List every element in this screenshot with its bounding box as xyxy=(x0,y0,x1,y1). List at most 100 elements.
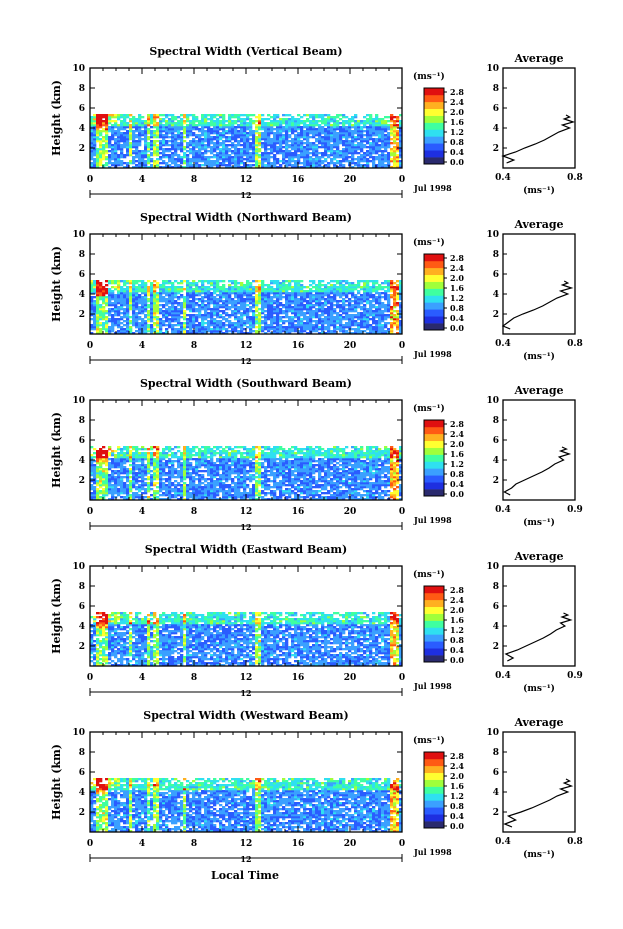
heatmap-cell xyxy=(201,316,205,319)
heatmap-cell xyxy=(102,140,106,143)
heatmap-cell xyxy=(186,126,190,129)
heatmap-cell xyxy=(90,166,94,169)
heatmap-cell xyxy=(354,136,358,139)
heatmap-cell xyxy=(366,294,370,297)
heatmap-cell xyxy=(378,132,382,135)
heatmap-cell xyxy=(240,290,244,293)
heatmap-cell xyxy=(300,154,304,157)
heatmap-cell xyxy=(357,328,361,331)
heatmap-cell xyxy=(96,312,100,315)
heatmap-cell xyxy=(279,282,283,285)
heatmap-cell xyxy=(246,318,250,321)
heatmap-cell xyxy=(219,148,223,151)
heatmap-cell xyxy=(357,322,361,325)
heatmap-cell xyxy=(270,130,274,133)
heatmap-cell xyxy=(177,160,181,163)
heatmap-cell xyxy=(183,318,187,321)
heatmap-cell xyxy=(255,124,259,127)
heatmap-cell xyxy=(252,134,256,137)
heatmap-cell xyxy=(102,154,106,157)
heatmap-cell xyxy=(372,124,376,127)
heatmap-cell xyxy=(186,150,190,153)
heatmap-cell xyxy=(102,286,106,289)
heatmap-cell xyxy=(396,304,400,307)
heatmap-cell xyxy=(342,306,346,309)
heatmap-cell xyxy=(357,298,361,301)
heatmap-cell xyxy=(399,128,403,131)
heatmap-cell xyxy=(303,326,307,329)
heatmap-cell xyxy=(102,128,106,131)
heatmap-cell xyxy=(174,152,178,155)
heatmap-cell xyxy=(264,304,268,307)
heatmap-cell xyxy=(318,166,322,169)
heatmap-cell xyxy=(201,282,205,285)
heatmap-cell xyxy=(213,314,217,317)
heatmap-cell xyxy=(207,140,211,143)
heatmap-cell xyxy=(207,302,211,305)
heatmap-cell xyxy=(93,120,97,123)
heatmap-cell xyxy=(237,298,241,301)
heatmap-cell xyxy=(366,316,370,319)
heatmap-cell xyxy=(114,154,118,157)
heatmap-cell xyxy=(315,284,319,287)
heatmap-cell xyxy=(303,138,307,141)
heatmap-cell xyxy=(159,308,163,311)
heatmap-cell xyxy=(237,302,241,305)
heatmap-cell xyxy=(291,146,295,149)
heatmap-cell xyxy=(165,150,169,153)
heatmap-cell xyxy=(96,452,100,455)
heatmap-cell xyxy=(207,324,211,327)
heatmap-cell xyxy=(156,332,160,335)
heatmap-cell xyxy=(162,292,166,295)
heatmap-cell xyxy=(162,150,166,153)
heatmap-cell xyxy=(345,140,349,143)
heatmap-cell xyxy=(366,162,370,165)
heatmap-cell xyxy=(210,156,214,159)
heatmap-cell xyxy=(90,158,94,161)
heatmap-cell xyxy=(306,134,310,137)
heatmap-cell xyxy=(369,118,373,121)
heatmap-cell xyxy=(171,288,175,291)
heatmap-cell xyxy=(132,162,136,165)
heatmap-cell xyxy=(297,318,301,321)
heatmap-cell xyxy=(339,136,343,139)
heatmap-cell xyxy=(306,144,310,147)
heatmap-cell xyxy=(165,328,169,331)
heatmap-cell xyxy=(387,282,391,285)
heatmap-cell xyxy=(288,118,292,121)
heatmap-cell xyxy=(150,140,154,143)
heatmap-cell xyxy=(183,296,187,299)
heatmap-cell xyxy=(246,304,250,307)
heatmap-cell xyxy=(333,316,337,319)
heatmap-cell xyxy=(318,164,322,167)
heatmap-cell xyxy=(102,298,106,301)
heatmap-cell xyxy=(123,166,127,169)
heatmap-cell xyxy=(192,306,196,309)
heatmap-cell xyxy=(279,118,283,121)
heatmap-cell xyxy=(99,298,103,301)
heatmap-cell xyxy=(132,134,136,137)
heatmap-cell xyxy=(138,298,142,301)
heatmap-cell xyxy=(108,488,112,491)
heatmap-cell xyxy=(357,316,361,319)
heatmap-cell xyxy=(99,470,103,473)
heatmap-cell xyxy=(192,142,196,145)
heatmap-cell xyxy=(315,130,319,133)
heatmap-cell xyxy=(399,282,403,285)
heatmap-cell xyxy=(234,122,238,125)
heatmap-cell xyxy=(336,150,340,153)
heatmap-cell xyxy=(138,134,142,137)
heatmap-cell xyxy=(378,320,382,323)
heatmap-cell xyxy=(273,150,277,153)
heatmap-cell xyxy=(336,128,340,131)
heatmap-cell xyxy=(174,124,178,127)
heatmap-cell xyxy=(240,118,244,121)
heatmap-cell xyxy=(117,136,121,139)
heatmap-cell xyxy=(303,136,307,139)
heatmap-cell xyxy=(264,160,268,163)
heatmap-cell xyxy=(204,292,208,295)
heatmap-cell xyxy=(273,114,277,117)
heatmap-cell xyxy=(99,308,103,311)
heatmap-cell xyxy=(258,126,262,129)
heatmap-cell xyxy=(264,150,268,153)
